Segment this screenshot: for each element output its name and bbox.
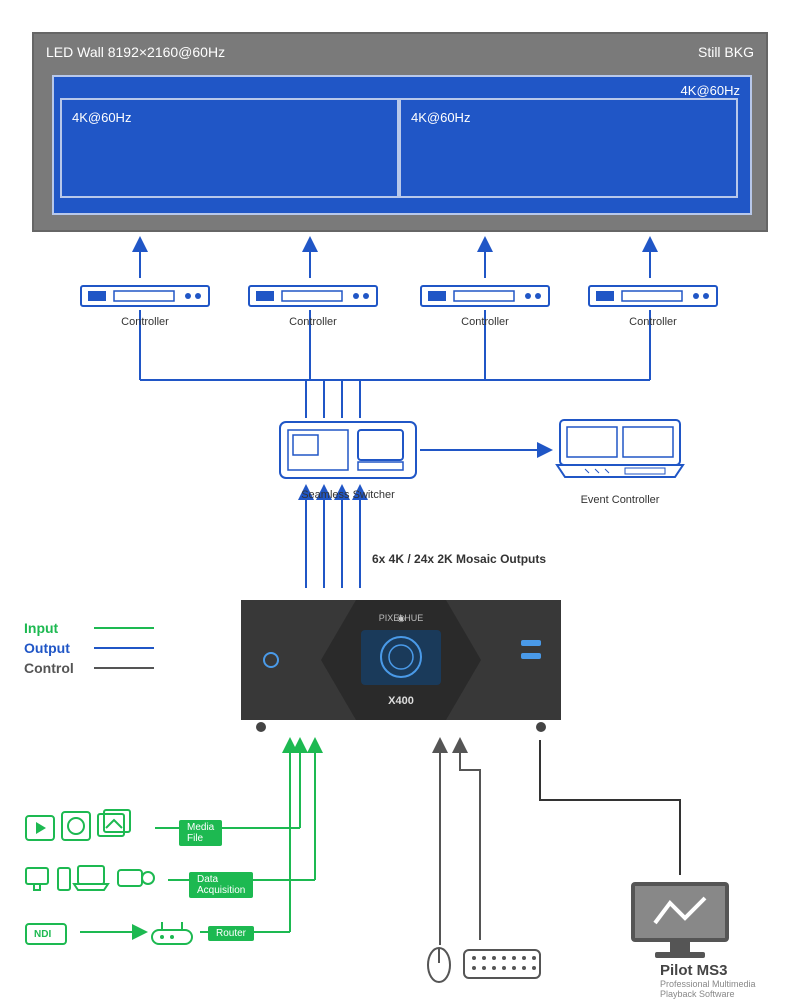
seamless-switcher: Seamless Switcher bbox=[278, 420, 418, 501]
legend-control-line bbox=[94, 667, 154, 669]
server-brand: PIXELHUE bbox=[379, 613, 424, 623]
legend-input-line bbox=[94, 627, 154, 629]
legend-input: Input bbox=[24, 620, 154, 636]
front-right-panel: 4K@60Hz bbox=[399, 98, 738, 198]
still-bkg-label: Still BKG bbox=[698, 44, 754, 60]
legend-control: Control bbox=[24, 660, 154, 676]
led-wall-title: LED Wall 8192×2160@60Hz bbox=[46, 44, 225, 60]
event-controller-icon bbox=[555, 415, 685, 485]
event-controller-label: Event Controller bbox=[555, 494, 685, 506]
data-acq-icon bbox=[24, 862, 169, 897]
front-left-panel: 4K@60Hz bbox=[60, 98, 399, 198]
media-file-row: Media File bbox=[24, 808, 154, 851]
ndi-label: NDI bbox=[34, 929, 51, 940]
keyboard-icon bbox=[462, 948, 542, 988]
legend-control-label: Control bbox=[24, 660, 94, 676]
ndi-row: NDI bbox=[24, 918, 79, 953]
router-icon bbox=[148, 918, 198, 948]
legend: Input Output Control bbox=[24, 620, 154, 680]
server-model: X400 bbox=[388, 695, 414, 707]
mosaic-label: 6x 4K / 24x 2K Mosaic Outputs bbox=[372, 552, 546, 566]
legend-output-label: Output bbox=[24, 640, 94, 656]
mouse-icon bbox=[424, 945, 454, 990]
event-controller: Event Controller bbox=[555, 415, 685, 506]
controller-label-3: Controller bbox=[420, 316, 550, 328]
software-name: Pilot MS3 bbox=[660, 962, 800, 979]
legend-output: Output bbox=[24, 640, 154, 656]
data-acq-label: Data Acquisition bbox=[197, 874, 245, 896]
software-tagline-2: Playback Software bbox=[660, 989, 800, 999]
controller-label-4: Controller bbox=[588, 316, 718, 328]
switcher-label: Seamless Switcher bbox=[278, 489, 418, 501]
controller-3: Controller bbox=[420, 285, 550, 328]
front-right-label: 4K@60Hz bbox=[411, 110, 470, 125]
software-info: Pilot MS3 Professional Multimedia Playba… bbox=[660, 962, 800, 999]
router-label: Router bbox=[216, 928, 246, 939]
legend-output-line bbox=[94, 647, 154, 649]
server-x400: ◉ PIXELHUE X400 bbox=[236, 595, 566, 735]
legend-input-label: Input bbox=[24, 620, 94, 636]
switcher-icon bbox=[278, 420, 418, 480]
controller-1: Controller bbox=[80, 285, 210, 328]
media-file-icon bbox=[24, 808, 154, 846]
controller-icon bbox=[80, 285, 210, 307]
router: Router bbox=[148, 918, 198, 953]
controller-label-2: Controller bbox=[248, 316, 378, 328]
monitor-icon bbox=[625, 878, 735, 963]
software-tagline-1: Professional Multimedia bbox=[660, 979, 800, 989]
controller-label-1: Controller bbox=[80, 316, 210, 328]
media-file-label: Media File bbox=[187, 822, 214, 844]
ndi-icon bbox=[24, 918, 79, 948]
front-left-label: 4K@60Hz bbox=[72, 110, 131, 125]
software-monitor bbox=[625, 878, 735, 968]
controller-2: Controller bbox=[248, 285, 378, 328]
controller-4: Controller bbox=[588, 285, 718, 328]
data-acq-row: Data Acquisition bbox=[24, 862, 169, 902]
back-layer-label: 4K@60Hz bbox=[681, 83, 740, 98]
